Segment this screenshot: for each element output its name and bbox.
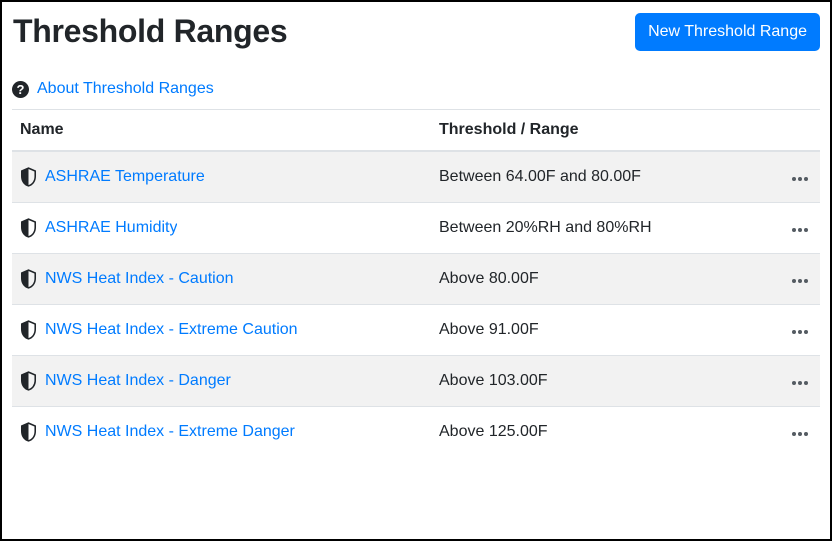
threshold-name-link[interactable]: ASHRAE Humidity	[45, 219, 178, 236]
ellipsis-menu-icon	[792, 177, 796, 181]
row-actions-menu-button[interactable]	[790, 173, 810, 185]
threshold-range-value: Above 125.00F	[431, 406, 768, 457]
threshold-range-value: Between 64.00F and 80.00F	[439, 168, 641, 185]
ellipsis-menu-icon	[792, 330, 796, 334]
table-row: NWS Heat Index - Danger Above 103.00F	[12, 355, 820, 407]
shield-icon	[20, 422, 37, 442]
question-circle-icon: ?	[12, 80, 29, 98]
ellipsis-menu-icon	[792, 432, 796, 436]
threshold-name-link[interactable]: NWS Heat Index - Danger	[45, 372, 231, 389]
threshold-range-value: Between 20%RH and 80%RH	[431, 202, 768, 254]
row-actions-menu-button[interactable]	[790, 275, 810, 287]
table-row: ASHRAE Humidity Between 20%RH and 80%RH	[12, 202, 820, 254]
table-row: ASHRAE Temperature Between 64.00F and 80…	[12, 151, 820, 203]
row-actions-menu-button[interactable]	[790, 377, 810, 389]
column-header-name: Name	[12, 109, 431, 152]
shield-icon	[20, 167, 37, 187]
threshold-name-link[interactable]: ASHRAE Temperature	[45, 168, 205, 185]
table-row: NWS Heat Index - Extreme Caution Above 9…	[12, 304, 820, 356]
threshold-ranges-table: Name Threshold / Range ASHRAE Temperatur…	[12, 109, 820, 457]
shield-icon	[20, 371, 37, 391]
row-actions-menu-button[interactable]	[790, 428, 810, 440]
row-actions-menu-button[interactable]	[790, 224, 810, 236]
row-actions-menu-button[interactable]	[790, 326, 810, 338]
page-header: Threshold Ranges New Threshold Range	[12, 10, 820, 51]
column-header-actions	[768, 109, 820, 152]
threshold-range-value: Above 80.00F	[431, 253, 768, 305]
shield-icon	[20, 218, 37, 238]
table-header-row: Name Threshold / Range	[12, 109, 820, 152]
shield-icon	[20, 320, 37, 340]
table-row: NWS Heat Index - Caution Above 80.00F	[12, 253, 820, 305]
column-header-threshold-range: Threshold / Range	[431, 109, 768, 152]
ellipsis-menu-icon	[792, 279, 796, 283]
page-title: Threshold Ranges	[13, 13, 288, 49]
ellipsis-menu-icon	[792, 381, 796, 385]
table-row: NWS Heat Index - Extreme Danger Above 12…	[12, 406, 820, 457]
threshold-range-value: Above 91.00F	[431, 304, 768, 356]
about-link-row: ? About Threshold Ranges	[12, 77, 820, 101]
ellipsis-menu-icon	[792, 228, 796, 232]
threshold-name-link[interactable]: NWS Heat Index - Extreme Caution	[45, 321, 298, 338]
new-threshold-range-button[interactable]: New Threshold Range	[635, 13, 820, 51]
shield-icon	[20, 269, 37, 289]
threshold-range-value: Above 103.00F	[431, 355, 768, 407]
threshold-name-link[interactable]: NWS Heat Index - Extreme Danger	[45, 423, 295, 440]
threshold-name-link[interactable]: NWS Heat Index - Caution	[45, 270, 234, 287]
about-threshold-ranges-link[interactable]: About Threshold Ranges	[37, 80, 214, 97]
